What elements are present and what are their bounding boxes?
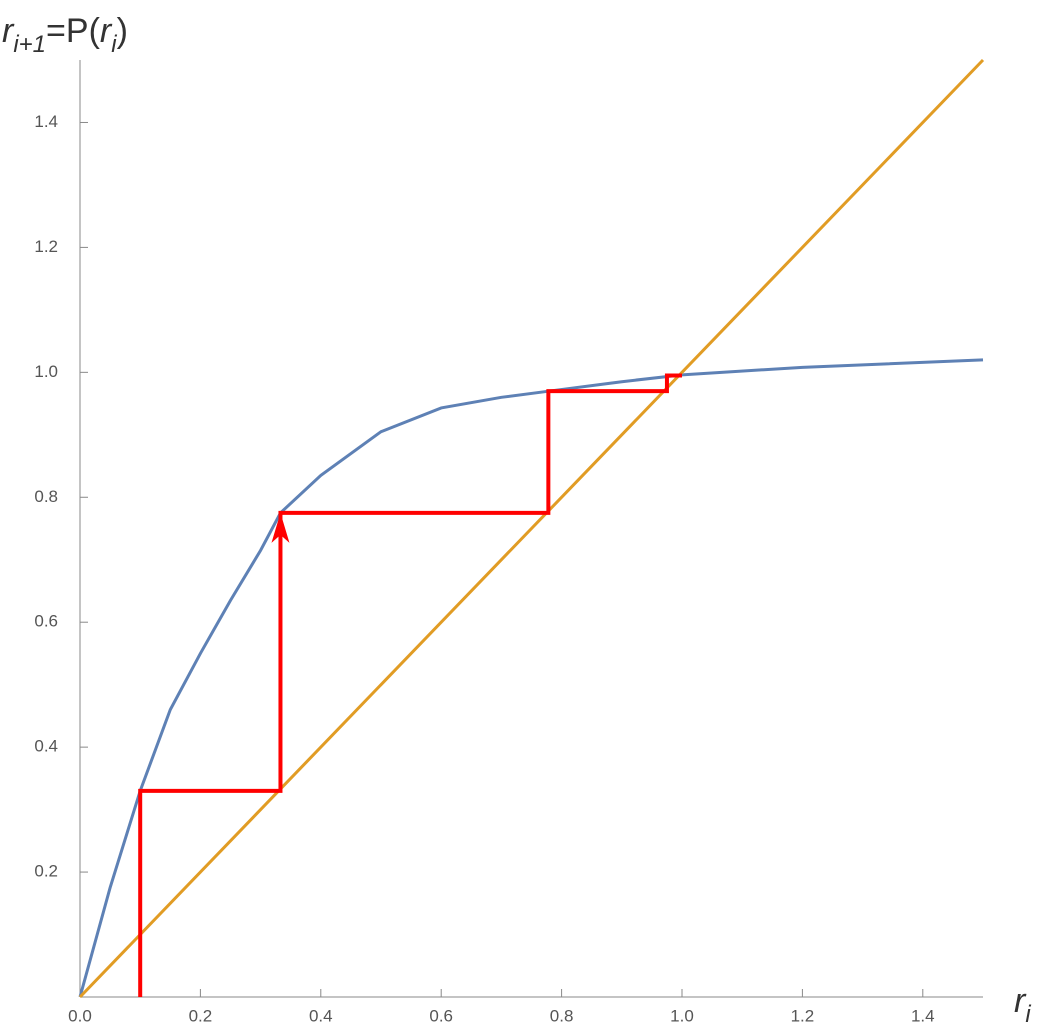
series-line [138, 373, 682, 997]
series-line [78, 358, 984, 998]
label-part: i+1 [13, 31, 46, 58]
label-part: i [111, 31, 117, 58]
label-part: =P( [46, 12, 101, 50]
x-axis-label: ri [1014, 982, 1031, 1028]
x-tick-label: 0.0 [68, 1006, 92, 1025]
y-tick-label: 1.0 [34, 362, 58, 381]
x-tick-label: 0.6 [429, 1006, 453, 1025]
y-tick-label: 0.4 [34, 737, 58, 756]
y-tick-label: 0.6 [34, 612, 58, 631]
y-tick-label: 1.2 [34, 237, 58, 256]
x-tick-label: 0.4 [309, 1006, 333, 1025]
label-part: ) [117, 12, 128, 50]
x-tick-label: 1.0 [670, 1006, 694, 1025]
x-tick-label: 0.8 [550, 1006, 574, 1025]
label-part: i [1025, 1001, 1031, 1028]
label-part: r [2, 12, 15, 50]
y-tick-label: 1.4 [34, 112, 58, 131]
y-axis-label: ri+1=P(ri) [2, 12, 128, 58]
label-part: r [100, 12, 113, 50]
x-tick-label: 1.4 [911, 1006, 935, 1025]
y-tick-label: 0.2 [34, 862, 58, 881]
y-tick-label: 0.8 [34, 487, 58, 506]
series-line [78, 58, 985, 999]
arrow-head [271, 512, 290, 543]
x-tick-label: 0.2 [189, 1006, 213, 1025]
x-tick-label: 1.2 [791, 1006, 815, 1025]
label-part: r [1014, 982, 1027, 1020]
